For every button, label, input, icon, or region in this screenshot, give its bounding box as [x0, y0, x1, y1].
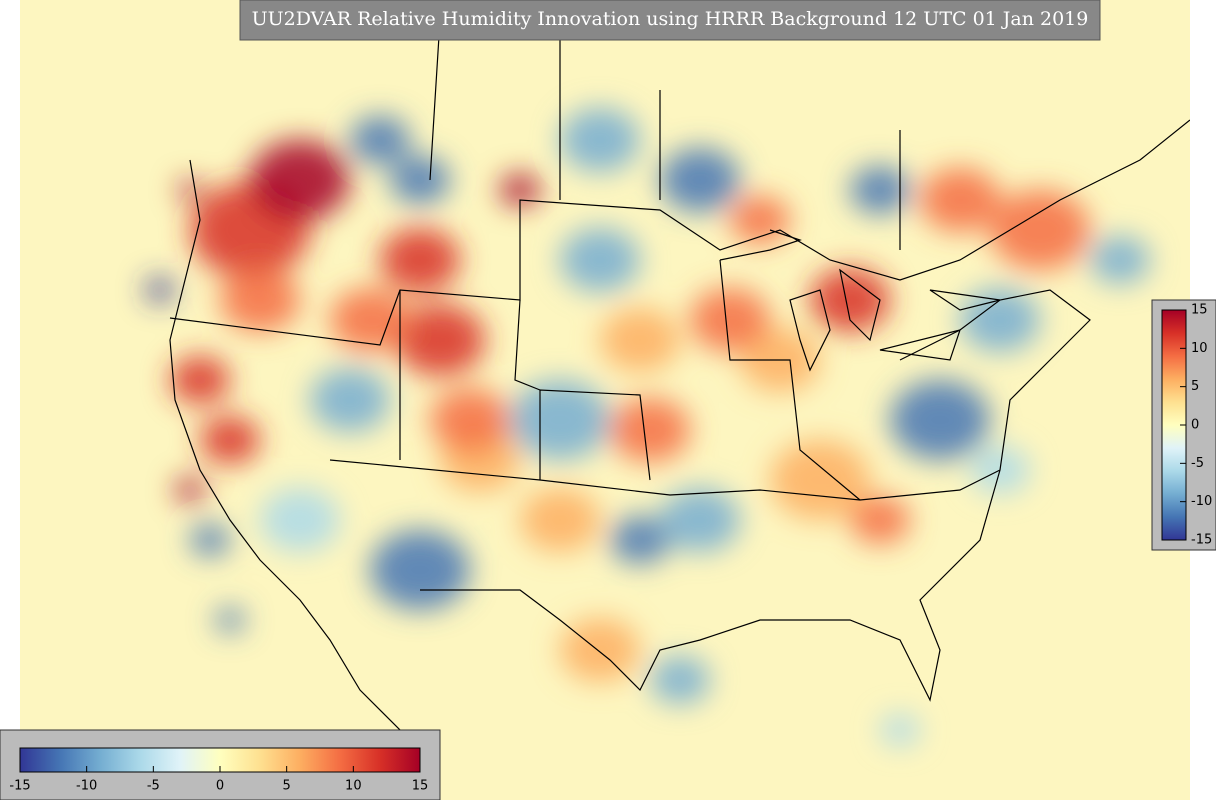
field-patch — [920, 168, 1000, 232]
boundaries — [169, 19, 1190, 800]
tick-label: -10 — [76, 779, 97, 794]
field-patch — [250, 140, 350, 220]
field-patch — [560, 108, 640, 172]
tick-label: -15 — [1191, 533, 1212, 548]
field-patch — [660, 488, 740, 552]
field-patch — [690, 288, 770, 352]
field-patch — [190, 524, 230, 556]
field-patch — [200, 416, 260, 464]
horizontal-colorbar: -15 -10 -5 0 5 10 15 — [0, 729, 441, 800]
field-patch — [178, 180, 202, 200]
title-box — [239, 0, 1101, 41]
tick-label: 10 — [345, 779, 362, 794]
field-patch — [810, 268, 890, 332]
field-patch — [350, 116, 410, 164]
tick-label: 10 — [1191, 341, 1208, 356]
field-patch — [380, 228, 460, 292]
title: UU2DVAR Relative Humidity Innovation usi… — [252, 8, 1089, 30]
tick-label: 0 — [1191, 418, 1199, 433]
field-patch — [220, 268, 300, 332]
field-patch — [310, 368, 390, 432]
field-patch — [600, 308, 680, 372]
field-patch — [890, 380, 990, 460]
vertical-colorbar: -15 -10 -5 0 5 10 15 — [1151, 299, 1216, 551]
field-patch — [430, 388, 510, 452]
tick-label: 15 — [412, 779, 429, 794]
field-patch — [395, 304, 485, 376]
tick-label: 5 — [1191, 379, 1199, 394]
field-patch — [770, 440, 870, 520]
field-patch — [510, 380, 610, 460]
field-patch — [520, 488, 600, 552]
field-patch — [1090, 236, 1150, 284]
field-patch — [610, 516, 670, 564]
field-patch — [560, 618, 640, 682]
tick-label: 15 — [1191, 303, 1208, 318]
tick-label: 0 — [216, 779, 224, 794]
field-patch — [175, 478, 205, 502]
field-patch — [145, 278, 175, 302]
field-patch — [170, 356, 230, 404]
field-patch — [990, 190, 1090, 270]
field-patch — [960, 288, 1040, 352]
tick-label: -15 — [9, 779, 30, 794]
field-patch — [390, 156, 450, 204]
field-patch — [610, 398, 690, 462]
field-patch — [500, 174, 540, 206]
field-patch — [215, 608, 245, 632]
tick-label: -5 — [147, 779, 160, 794]
tick-label: -5 — [1191, 456, 1204, 471]
field-patch — [260, 488, 340, 552]
field-patch — [660, 148, 740, 212]
field-patch — [880, 714, 920, 746]
humidity-field — [145, 108, 1150, 746]
field-patch — [650, 656, 710, 704]
field-patch — [330, 288, 410, 352]
field-patch — [370, 530, 470, 610]
field-patch — [560, 228, 640, 292]
tick-label: 5 — [283, 779, 291, 794]
field-patch — [850, 496, 910, 544]
tick-label: -10 — [1191, 494, 1212, 509]
field-patch — [850, 166, 910, 214]
